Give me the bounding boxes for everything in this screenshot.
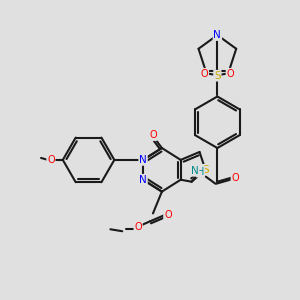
Text: O: O [164, 210, 172, 220]
Text: O: O [201, 69, 208, 79]
Text: N: N [191, 166, 199, 176]
Text: H: H [197, 167, 204, 177]
Text: O: O [149, 130, 157, 140]
Text: S: S [202, 165, 209, 175]
Text: O: O [134, 222, 142, 232]
Text: N: N [214, 30, 221, 40]
Text: O: O [47, 155, 55, 165]
Text: N: N [139, 155, 147, 165]
Text: S: S [214, 71, 221, 81]
Text: O: O [226, 69, 234, 79]
Text: N: N [139, 175, 147, 185]
Text: O: O [231, 173, 239, 183]
